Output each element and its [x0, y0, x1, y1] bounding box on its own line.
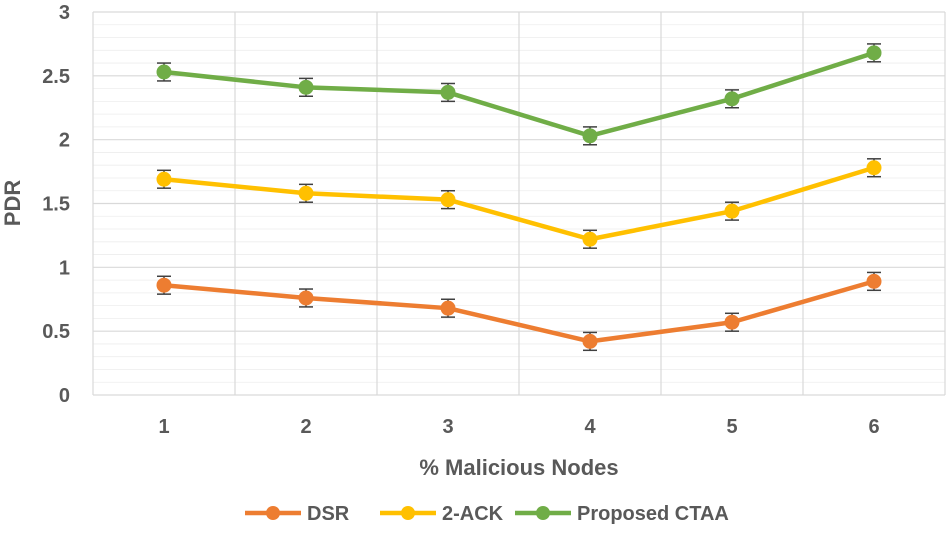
- y-tick-label: 3: [59, 2, 70, 24]
- x-tick-label: 3: [442, 416, 453, 438]
- y-tick-label: 0.5: [42, 321, 70, 343]
- data-point: [298, 79, 314, 95]
- data-point: [582, 128, 598, 144]
- legend-item: Proposed CTAA: [515, 503, 729, 525]
- series-line: [161, 165, 877, 242]
- data-point: [298, 185, 314, 201]
- data-point: [866, 273, 882, 289]
- x-tick-label: 4: [584, 416, 596, 438]
- x-axis-ticks: 1 2 3 4 5 6: [158, 416, 879, 438]
- data-point: [440, 300, 456, 316]
- data-point: [582, 231, 598, 247]
- x-axis-title: % Malicious Nodes: [419, 455, 618, 480]
- data-point: [582, 333, 598, 349]
- series: [156, 43, 882, 352]
- legend-label: 2-ACK: [442, 503, 504, 525]
- y-axis-title: PDR: [0, 180, 25, 227]
- legend-marker: [266, 506, 280, 520]
- legend-label: DSR: [307, 503, 350, 525]
- y-tick-label: 2: [59, 130, 70, 152]
- data-point: [866, 160, 882, 176]
- data-point: [440, 84, 456, 100]
- x-tick-label: 2: [300, 416, 311, 438]
- x-tick-label: 6: [868, 416, 879, 438]
- series-group: [156, 43, 882, 146]
- data-point: [298, 290, 314, 306]
- grid: [92, 11, 946, 396]
- legend-item: DSR: [245, 503, 350, 525]
- y-axis-ticks: 0 0.5 1 1.5 2 2.5 3: [42, 2, 70, 407]
- series-line: [161, 279, 877, 344]
- series-line: [161, 50, 877, 139]
- data-point: [156, 64, 172, 80]
- data-point: [156, 277, 172, 293]
- x-tick-label: 5: [726, 416, 737, 438]
- legend-marker: [536, 506, 550, 520]
- y-tick-label: 1: [59, 257, 70, 279]
- data-point: [724, 91, 740, 107]
- legend-marker: [401, 506, 415, 520]
- series-group: [156, 271, 882, 352]
- legend-label: Proposed CTAA: [577, 503, 729, 525]
- data-point: [724, 203, 740, 219]
- legend-item: 2-ACK: [380, 503, 504, 525]
- y-tick-label: 0: [59, 385, 70, 407]
- series-group: [156, 158, 882, 249]
- legend: DSR 2-ACK Proposed CTAA: [245, 503, 729, 525]
- y-tick-label: 1.5: [42, 194, 70, 216]
- x-tick-label: 1: [158, 416, 169, 438]
- data-point: [440, 192, 456, 208]
- data-point: [724, 314, 740, 330]
- data-point: [156, 171, 172, 187]
- data-point: [866, 45, 882, 61]
- y-tick-label: 2.5: [42, 66, 70, 88]
